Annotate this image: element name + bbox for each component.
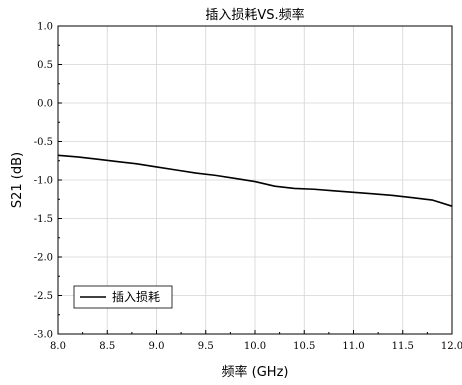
x-tick-labels: 8.0 8.5 9.0 9.5 10.0 10.5 11.0 11.5 12.0 — [50, 341, 462, 352]
series-line-insertion-loss — [57, 154, 453, 207]
x-tick-label: 10.5 — [293, 341, 315, 352]
axis-ticks — [57, 25, 453, 335]
y-tick-label: -1.5 — [34, 214, 53, 225]
legend: 插入损耗 — [73, 285, 173, 309]
x-tick-label: 10.0 — [244, 341, 266, 352]
y-tick-label: 1.0 — [37, 22, 53, 33]
x-tick-label: 11.0 — [342, 341, 364, 352]
x-tick-label: 8.5 — [99, 341, 115, 352]
y-tick-label: 0.5 — [37, 60, 53, 71]
x-tick-label: 9.0 — [149, 341, 165, 352]
plot-frame — [57, 25, 453, 335]
y-tick-label: -2.5 — [34, 291, 53, 302]
x-tick-label: 9.5 — [198, 341, 214, 352]
x-axis-label: 频率 (GHz) — [222, 364, 289, 380]
chart-title: 插入损耗VS.频率 — [205, 7, 304, 23]
y-axis-label: S21 (dB) — [10, 152, 25, 208]
y-tick-labels: 1.0 0.5 0.0 -0.5 -1.0 -1.5 -2.0 -2.5 -3.0 — [34, 22, 53, 341]
legend-label: 插入损耗 — [112, 290, 160, 304]
x-tick-label: 11.5 — [392, 341, 414, 352]
y-tick-label: -3.0 — [34, 330, 53, 341]
y-tick-label: 0.0 — [37, 99, 53, 110]
x-tick-label: 12.0 — [441, 341, 462, 352]
y-tick-label: -1.0 — [34, 176, 53, 187]
legend-box — [73, 285, 173, 309]
y-tick-label: -0.5 — [34, 137, 53, 148]
x-tick-label: 8.0 — [50, 341, 66, 352]
y-tick-label: -2.0 — [34, 253, 53, 264]
